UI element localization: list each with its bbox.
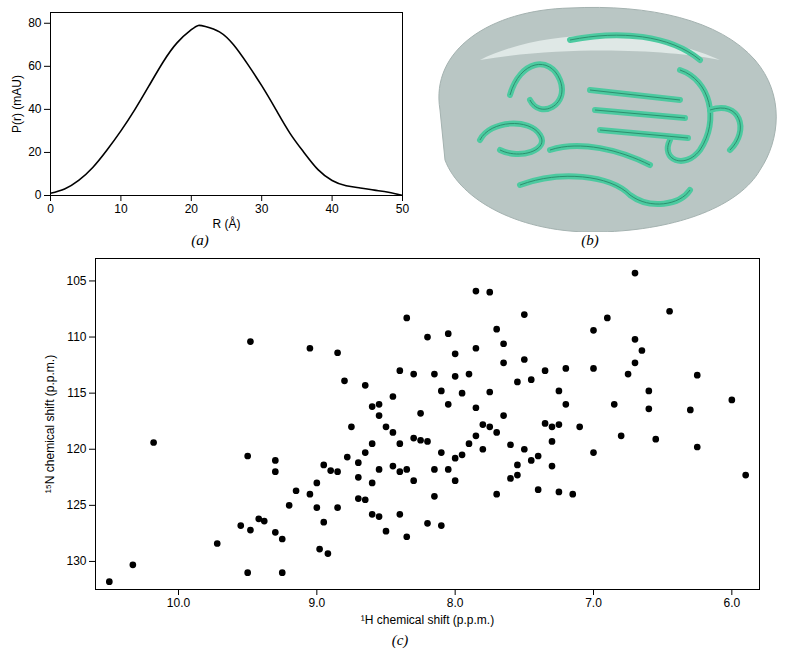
svg-text:40: 40 bbox=[325, 202, 339, 216]
svg-text:8.0: 8.0 bbox=[447, 596, 464, 610]
svg-text:40: 40 bbox=[28, 102, 42, 116]
svg-text:10.0: 10.0 bbox=[167, 596, 191, 610]
svg-text:105: 105 bbox=[66, 274, 86, 288]
html-text:(a): (a) bbox=[191, 232, 209, 248]
svg-text:125: 125 bbox=[66, 498, 86, 512]
svg-text:0: 0 bbox=[35, 188, 42, 202]
svg-text:20: 20 bbox=[185, 202, 199, 216]
svg-text:115: 115 bbox=[67, 386, 86, 400]
svg-text:P(r) (mAU): P(r) (mAU) bbox=[10, 75, 24, 133]
svg-text:9.0: 9.0 bbox=[308, 596, 325, 610]
svg-text:10: 10 bbox=[114, 202, 128, 216]
svg-text:110: 110 bbox=[67, 330, 86, 344]
svg-text:120: 120 bbox=[66, 442, 86, 456]
svg-text:6.0: 6.0 bbox=[723, 596, 740, 610]
svg-text:130: 130 bbox=[66, 554, 86, 568]
svg-text:0: 0 bbox=[47, 202, 54, 216]
svg-text:30: 30 bbox=[255, 202, 269, 216]
svg-text:60: 60 bbox=[28, 59, 42, 73]
svg-text:R (Å): R (Å) bbox=[213, 216, 241, 231]
html-text:(c): (c) bbox=[391, 632, 409, 648]
svg-text:80: 80 bbox=[28, 16, 42, 30]
svg-text:50: 50 bbox=[396, 202, 410, 216]
svg-text:¹H chemical shift (p.p.m.): ¹H chemical shift (p.p.m.) bbox=[361, 613, 494, 627]
svg-text:7.0: 7.0 bbox=[585, 596, 602, 610]
svg-text:20: 20 bbox=[28, 145, 42, 159]
html-text:(b): (b) bbox=[581, 232, 599, 248]
svg-text:¹⁵N chemical shift (p.p.m.): ¹⁵N chemical shift (p.p.m.) bbox=[43, 355, 57, 493]
